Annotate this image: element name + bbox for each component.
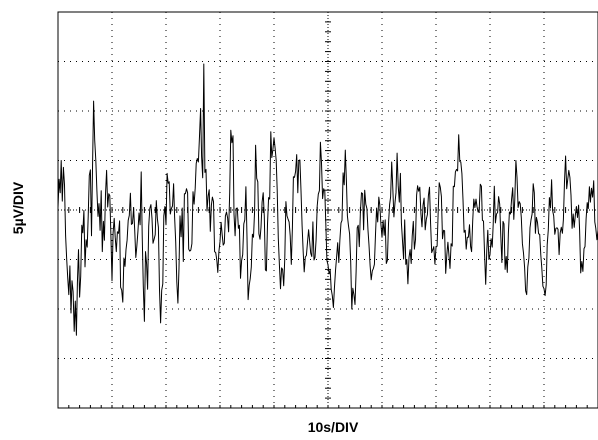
y-axis-label: 5µV/DIV xyxy=(10,181,26,234)
chart-frame xyxy=(57,11,598,409)
waveform-series xyxy=(57,63,598,336)
x-axis-label: 10s/DIV xyxy=(308,419,359,435)
waveform-trace-0 xyxy=(57,63,598,336)
plot-frame xyxy=(57,11,598,409)
chart-grid xyxy=(57,11,598,409)
